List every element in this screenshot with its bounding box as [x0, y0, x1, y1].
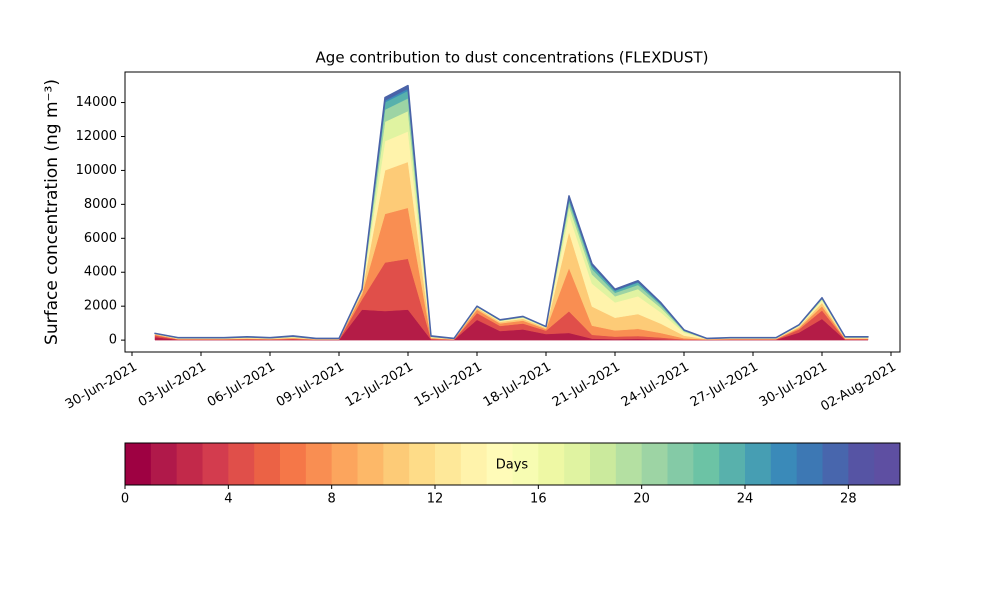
colorbar-swatch — [641, 443, 668, 485]
colorbar-swatch — [848, 443, 875, 485]
y-tick-label: 2000 — [84, 299, 117, 314]
colorbar-swatch — [331, 443, 358, 485]
colorbar-swatch — [409, 443, 436, 485]
colorbar-frame — [124, 442, 901, 486]
colorbar-tick-label: 8 — [328, 492, 336, 507]
y-tick-label: 4000 — [84, 265, 117, 280]
colorbar-swatch — [305, 443, 333, 485]
colorbar-tick-label: 28 — [840, 492, 857, 507]
x-tick-label: 21-Jul-2021 — [550, 360, 623, 411]
x-tick-label: 18-Jul-2021 — [481, 360, 554, 411]
y-tick-label: 6000 — [84, 231, 117, 246]
colorbar-swatch — [435, 443, 462, 485]
x-tick-label: 27-Jul-2021 — [688, 360, 761, 411]
colorbar-swatch — [796, 443, 823, 485]
x-tick-label: 30-Jun-2021 — [63, 360, 140, 413]
colorbar-tick-label: 24 — [737, 492, 754, 507]
colorbar-tick-label: 16 — [530, 492, 547, 507]
colorbar-swatch — [383, 443, 410, 485]
colorbar-tick-label: 4 — [224, 492, 232, 507]
colorbar-swatch — [770, 443, 798, 485]
colorbar-swatch — [280, 443, 307, 485]
x-tick-label: 12-Jul-2021 — [343, 360, 416, 411]
colorbar-swatch — [615, 443, 643, 485]
colorbar-swatch — [538, 443, 565, 485]
x-tick-label: 15-Jul-2021 — [412, 360, 485, 411]
age-area — [154, 84, 869, 340]
colorbar-swatch — [590, 443, 617, 485]
x-tick-label: 09-Jul-2021 — [274, 360, 347, 411]
colorbar-swatch — [150, 443, 178, 485]
y-axis-label: Surface concentration (ng m⁻³) — [42, 79, 62, 345]
colorbar-label: Days — [496, 458, 529, 473]
age-area — [154, 258, 869, 341]
colorbar-swatch — [460, 443, 488, 485]
age-area — [154, 90, 869, 339]
y-tick-label: 0 — [109, 333, 117, 348]
colorbar-swatch — [202, 443, 229, 485]
x-tick-label: 24-Jul-2021 — [619, 360, 692, 411]
colorbar-swatch — [564, 443, 591, 485]
colorbar-swatch — [822, 443, 849, 485]
y-tick-label: 14000 — [76, 95, 117, 110]
colorbar-swatch — [228, 443, 255, 485]
x-tick-label: 03-Jul-2021 — [136, 360, 209, 411]
colorbar-swatch — [512, 443, 539, 485]
chart-title: Age contribution to dust concentrations … — [316, 49, 709, 67]
colorbar-tick-label: 20 — [633, 492, 650, 507]
colorbar-swatch — [719, 443, 746, 485]
plot-area — [154, 84, 869, 341]
x-tick-label: 02-Aug-2021 — [818, 360, 898, 415]
colorbar-tick-label: 0 — [121, 492, 129, 507]
age-area — [154, 87, 869, 339]
colorbar-swatch — [874, 443, 901, 485]
x-tick-label: 06-Jul-2021 — [205, 360, 278, 411]
age-area — [154, 110, 869, 340]
colorbar-swatch — [125, 443, 152, 485]
colorbar-swatch — [667, 443, 694, 485]
colorbar-swatch — [357, 443, 384, 485]
y-tick-label: 10000 — [76, 163, 117, 178]
age-area — [154, 161, 869, 340]
colorbar-swatch — [745, 443, 772, 485]
colorbar-swatch — [176, 443, 203, 485]
colorbar-swatch — [486, 443, 513, 485]
colorbar-swatch — [693, 443, 720, 485]
age-area — [154, 131, 869, 340]
colorbar — [125, 443, 901, 485]
age-area — [154, 98, 869, 340]
colorbar-swatch — [254, 443, 281, 485]
colorbar-tick-label: 12 — [427, 492, 444, 507]
y-tick-label: 8000 — [84, 197, 117, 212]
y-tick-label: 12000 — [76, 129, 117, 144]
plot-frame — [124, 71, 901, 353]
